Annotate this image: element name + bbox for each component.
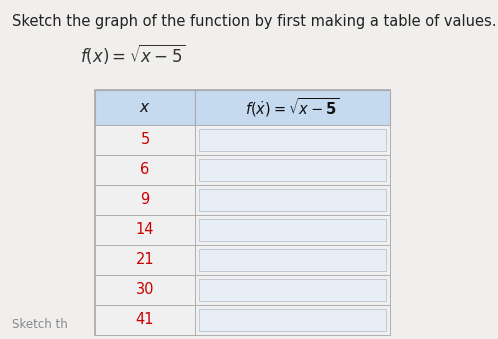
Bar [199,279,386,301]
Text: $x$: $x$ [139,100,151,115]
Bar [95,90,195,125]
Bar [195,275,390,305]
Text: Sketch th: Sketch th [12,318,68,331]
Bar [199,309,386,331]
Bar [199,159,386,181]
Text: 41: 41 [136,313,154,327]
Bar [195,245,390,275]
Bar [199,189,386,211]
Bar [95,155,195,185]
Bar [195,185,390,215]
Bar [95,305,195,335]
Text: Sketch the graph of the function by first making a table of values.: Sketch the graph of the function by firs… [12,14,497,29]
Bar [95,90,390,335]
Bar [95,185,195,215]
Bar [195,155,390,185]
Bar [195,305,390,335]
Bar [95,275,195,305]
Text: 5: 5 [140,133,149,147]
Text: 14: 14 [136,222,154,238]
Text: $f(x) = \sqrt{x-5}$: $f(x) = \sqrt{x-5}$ [80,42,186,66]
Text: 6: 6 [140,162,149,178]
Bar [195,215,390,245]
Bar [199,219,386,241]
Bar [95,125,195,155]
Bar [195,125,390,155]
Bar [95,215,195,245]
Text: 21: 21 [135,253,154,267]
Bar [199,249,386,271]
Bar [95,245,195,275]
Bar [199,129,386,151]
Text: 30: 30 [136,282,154,298]
Text: 9: 9 [140,193,149,207]
Bar [195,90,390,125]
Text: $f(\dot{x}) = \sqrt{x-\mathbf{5}}$: $f(\dot{x}) = \sqrt{x-\mathbf{5}}$ [246,96,340,119]
